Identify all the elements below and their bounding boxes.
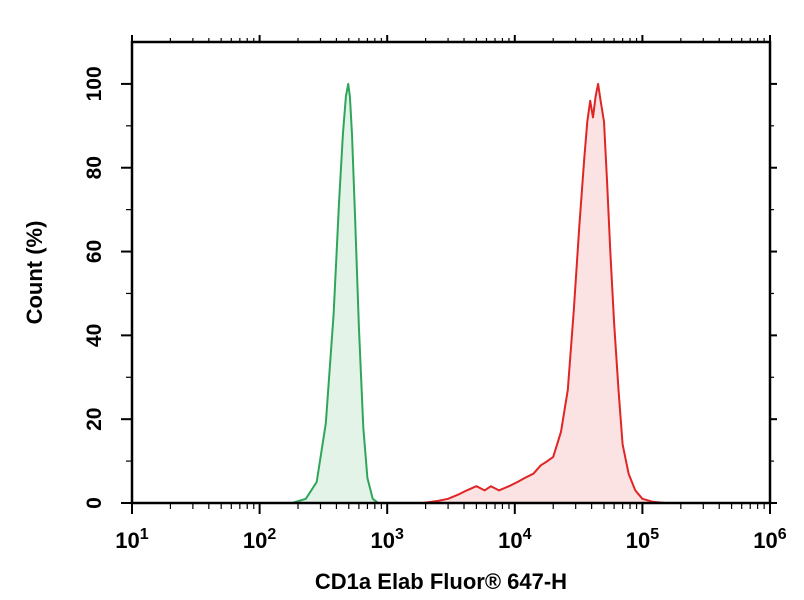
x-tick-label: 101 [115, 526, 148, 553]
x-tick-label: 106 [753, 526, 786, 553]
y-tick-label: 40 [83, 324, 106, 347]
series-2-area [422, 83, 665, 504]
y-tick-label: 0 [83, 497, 106, 509]
series-layer [291, 82, 666, 504]
plot-frame [130, 40, 772, 505]
series-2-line [422, 82, 666, 504]
y-tick-label: 20 [83, 408, 106, 431]
series-1-line [291, 82, 379, 504]
x-tick-label: 104 [498, 526, 531, 553]
x-tick-label: 102 [243, 526, 276, 553]
y-tick-label: 80 [83, 156, 106, 179]
axis-layer [121, 35, 777, 514]
x-axis-title: CD1a Elab Fluor® 647-H [315, 569, 567, 594]
y-axis-title: Count (%) [22, 221, 47, 325]
label-layer: 101 102 103 104 105 106 0 20 40 60 80 100 CD1a Elab … [22, 66, 787, 594]
x-tick-label: 103 [371, 526, 404, 553]
y-tick-label: 100 [83, 66, 106, 101]
x-tick-label: 105 [626, 526, 659, 553]
y-tick-label: 60 [83, 240, 106, 263]
